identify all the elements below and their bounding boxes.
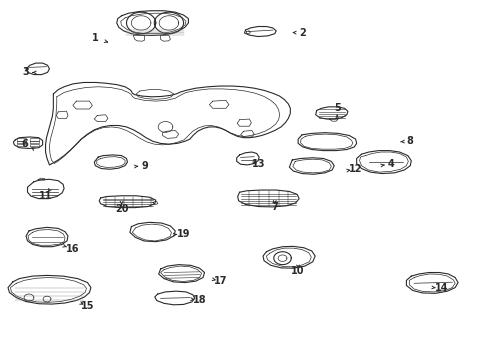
Polygon shape	[406, 273, 457, 293]
Polygon shape	[133, 36, 144, 41]
Polygon shape	[289, 158, 333, 174]
Text: 1: 1	[92, 33, 99, 43]
Polygon shape	[237, 190, 299, 207]
Polygon shape	[13, 137, 42, 148]
Text: 7: 7	[271, 202, 278, 212]
Polygon shape	[158, 265, 204, 283]
Text: 4: 4	[386, 159, 393, 169]
Polygon shape	[99, 196, 156, 208]
Text: 6: 6	[21, 139, 28, 149]
Polygon shape	[263, 246, 315, 268]
Text: 15: 15	[81, 301, 94, 311]
Text: 5: 5	[333, 103, 340, 113]
Text: 17: 17	[214, 276, 227, 286]
Text: 9: 9	[141, 161, 147, 171]
Polygon shape	[315, 107, 347, 119]
Polygon shape	[130, 222, 175, 242]
Text: 19: 19	[177, 229, 190, 239]
Polygon shape	[45, 82, 290, 165]
Polygon shape	[155, 291, 194, 305]
Polygon shape	[94, 155, 127, 169]
Polygon shape	[26, 227, 68, 247]
Polygon shape	[26, 63, 49, 75]
Text: 3: 3	[22, 67, 29, 77]
Text: 11: 11	[39, 191, 52, 201]
Text: 2: 2	[299, 28, 306, 38]
Polygon shape	[153, 202, 158, 205]
Polygon shape	[27, 179, 64, 199]
Text: 20: 20	[115, 204, 128, 215]
Text: 12: 12	[348, 164, 362, 174]
Polygon shape	[244, 27, 276, 37]
Polygon shape	[8, 275, 91, 304]
Polygon shape	[160, 36, 170, 41]
Polygon shape	[298, 133, 356, 150]
Polygon shape	[356, 150, 410, 174]
Text: 16: 16	[66, 244, 80, 254]
Polygon shape	[236, 152, 259, 165]
Text: 18: 18	[192, 295, 206, 305]
Text: 14: 14	[434, 283, 448, 293]
Text: 8: 8	[406, 136, 413, 146]
Polygon shape	[117, 11, 188, 36]
Text: 13: 13	[252, 159, 265, 169]
Polygon shape	[38, 178, 44, 180]
Polygon shape	[246, 31, 250, 34]
Polygon shape	[329, 119, 337, 121]
Text: 10: 10	[291, 266, 304, 276]
